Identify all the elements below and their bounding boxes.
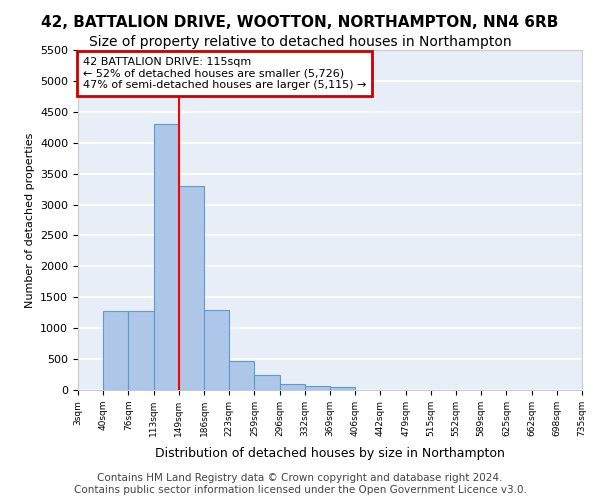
Bar	[330, 387, 355, 390]
Bar	[179, 186, 204, 390]
Bar	[229, 361, 254, 390]
Bar	[103, 312, 128, 390]
Bar	[305, 386, 330, 390]
Text: 42, BATTALION DRIVE, WOOTTON, NORTHAMPTON, NN4 6RB: 42, BATTALION DRIVE, WOOTTON, NORTHAMPTO…	[41, 15, 559, 30]
Bar	[204, 310, 229, 390]
Text: Contains HM Land Registry data © Crown copyright and database right 2024.
Contai: Contains HM Land Registry data © Crown c…	[74, 474, 526, 495]
X-axis label: Distribution of detached houses by size in Northampton: Distribution of detached houses by size …	[155, 447, 505, 460]
Bar	[154, 124, 179, 390]
Y-axis label: Number of detached properties: Number of detached properties	[25, 132, 35, 308]
Bar	[128, 312, 154, 390]
Text: Size of property relative to detached houses in Northampton: Size of property relative to detached ho…	[89, 35, 511, 49]
Text: 42 BATTALION DRIVE: 115sqm
← 52% of detached houses are smaller (5,726)
47% of s: 42 BATTALION DRIVE: 115sqm ← 52% of deta…	[83, 57, 367, 90]
Bar	[254, 375, 280, 390]
Bar	[280, 384, 305, 390]
